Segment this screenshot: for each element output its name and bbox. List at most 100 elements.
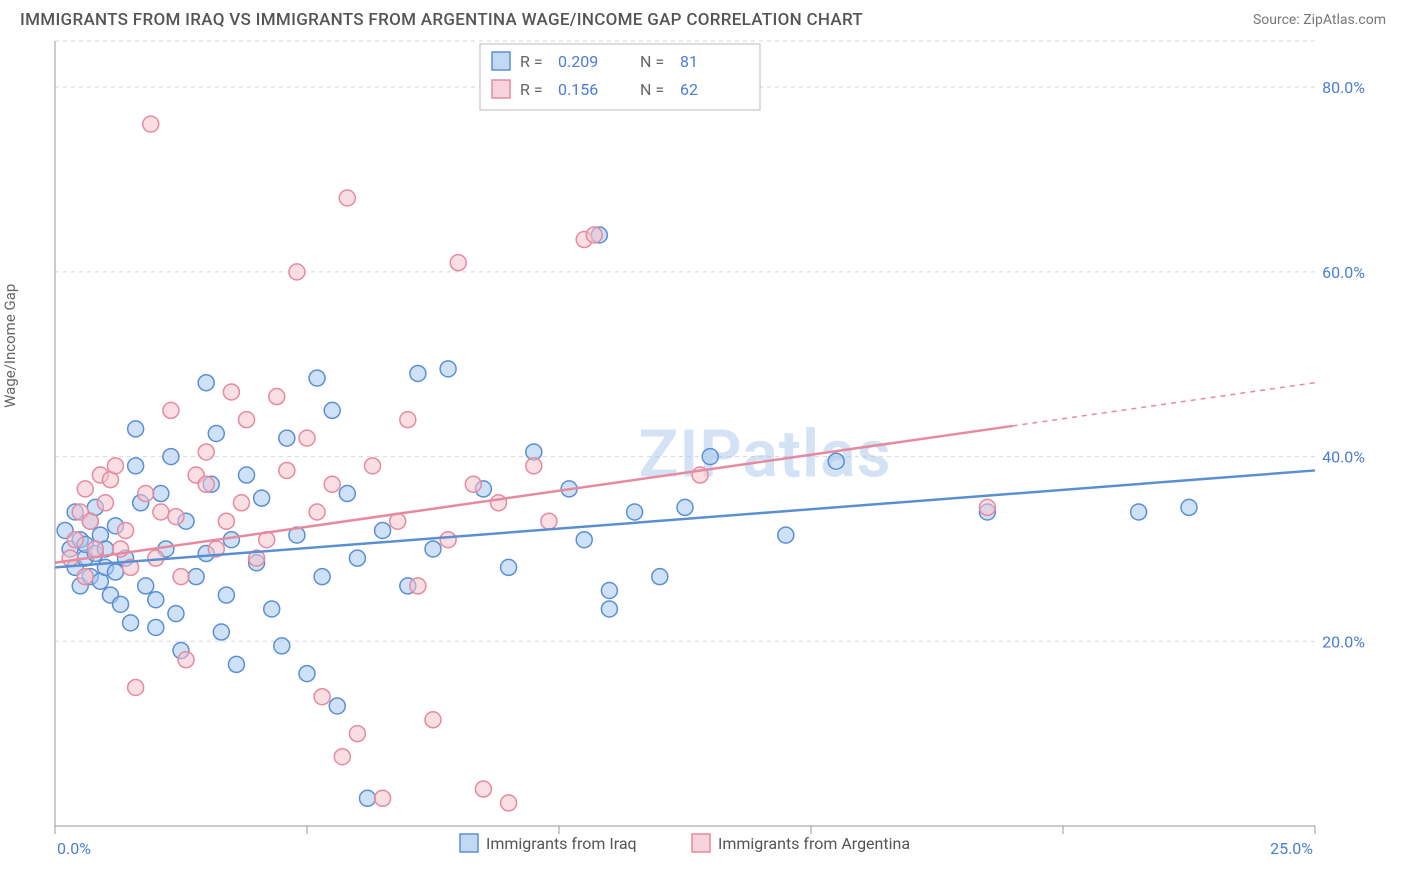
data-point [198,476,214,492]
data-point [324,402,340,418]
x-tick-label: 25.0% [1270,839,1313,858]
data-point [168,509,184,525]
data-point [491,495,507,511]
data-point [450,255,466,271]
data-point [627,504,643,520]
legend-swatch [692,834,710,852]
legend-r-value: 0.156 [558,80,598,99]
trend-line-extrapolated [1013,383,1315,426]
data-point [198,444,214,460]
data-point [309,370,325,386]
data-point [239,412,255,428]
data-point [314,569,330,585]
data-point [223,384,239,400]
data-point [163,402,179,418]
data-point [178,652,194,668]
data-point [163,449,179,465]
data-point [67,532,83,548]
data-point [228,656,244,672]
data-point [279,430,295,446]
source-attribution: Source: ZipAtlas.com [1253,12,1386,28]
data-point [128,421,144,437]
data-point [289,264,305,280]
legend-n-label: N = [640,80,664,99]
data-point [475,781,491,797]
data-point [425,712,441,728]
data-point [113,596,129,612]
data-point [702,449,718,465]
data-point [329,698,345,714]
legend-r-label: R = [520,52,543,71]
x-tick-label: 0.0% [57,839,91,858]
data-point [601,601,617,617]
data-point [349,726,365,742]
data-point [501,795,517,811]
data-point [400,412,416,428]
data-point [440,361,456,377]
data-point [87,541,103,557]
data-point [979,499,995,515]
legend-swatch [492,52,510,70]
data-point [107,564,123,580]
data-point [269,389,285,405]
data-point [334,749,350,765]
data-point [309,504,325,520]
y-tick-label: 80.0% [1322,78,1365,97]
data-point [254,490,270,506]
data-point [541,513,557,529]
data-point [425,541,441,557]
source-link[interactable]: ZipAtlas.com [1303,12,1386,28]
data-point [118,522,134,538]
data-point [349,550,365,566]
data-point [128,679,144,695]
data-point [324,476,340,492]
data-point [410,578,426,594]
data-point [168,606,184,622]
data-point [576,532,592,548]
data-point [198,375,214,391]
data-point [652,569,668,585]
legend-r-value: 0.209 [558,52,598,71]
data-point [123,615,139,631]
data-point [1181,499,1197,515]
data-point [440,532,456,548]
data-point [339,486,355,502]
data-point [143,116,159,132]
data-point [77,569,93,585]
data-point [279,462,295,478]
chart-title: IMMIGRANTS FROM IRAQ VS IMMIGRANTS FROM … [20,10,863,30]
data-point [314,689,330,705]
y-tick-label: 20.0% [1322,632,1365,651]
data-point [97,495,113,511]
data-point [1131,504,1147,520]
data-point [223,532,239,548]
data-point [359,790,375,806]
data-point [213,624,229,640]
watermark: ZIPatlas [638,417,891,494]
data-point [82,513,98,529]
data-point [677,499,693,515]
data-point [148,592,164,608]
data-point [465,476,481,492]
data-point [138,486,154,502]
data-point [153,486,169,502]
data-point [173,569,189,585]
data-point [218,587,234,603]
data-point [62,550,78,566]
data-point [501,559,517,575]
data-point [365,458,381,474]
y-axis-label: Wage/Income Gap [1,284,19,408]
y-tick-label: 60.0% [1322,263,1365,282]
legend-r-label: R = [520,80,543,99]
data-point [586,227,602,243]
data-point [299,666,315,682]
data-point [526,458,542,474]
data-point [410,365,426,381]
data-point [138,578,154,594]
data-point [375,790,391,806]
data-point [339,190,355,206]
data-point [601,583,617,599]
data-point [239,467,255,483]
data-point [264,601,280,617]
data-point [375,522,391,538]
